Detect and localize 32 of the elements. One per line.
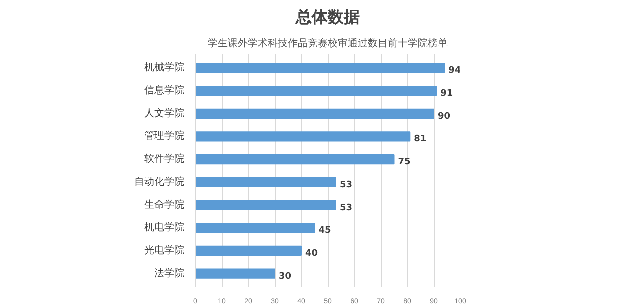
data-label: 81 [414, 134, 427, 145]
bar [196, 86, 438, 96]
data-label: 30 [279, 272, 292, 282]
y-tick-label: 信息学院 [144, 84, 184, 97]
bar [196, 177, 336, 188]
chart-title: 总体数据 [295, 8, 360, 26]
data-label: 75 [398, 158, 411, 168]
data-label: 40 [306, 248, 318, 259]
y-tick-label: 法学院 [154, 267, 184, 280]
y-tick-label: 光电学院 [144, 244, 184, 256]
y-tick-label: 管理学院 [144, 130, 184, 142]
bar [196, 246, 302, 256]
y-tick-label: 机械学院 [144, 62, 184, 74]
data-label: 90 [438, 112, 451, 122]
y-tick-label: 生命学院 [144, 198, 184, 211]
data-label: 91 [440, 89, 454, 100]
data-label: 53 [340, 180, 352, 190]
bar [196, 154, 395, 165]
data-label: 45 [318, 226, 332, 236]
chart-subtitle: 学生课外学术科技作品竞赛校审通过数目前十学院榜单 [208, 38, 448, 50]
bar [196, 63, 446, 74]
y-tick-label: 自动化学院 [134, 176, 184, 188]
bar [196, 200, 336, 210]
bar [196, 268, 276, 279]
bar [196, 223, 316, 234]
y-tick-label: 机电学院 [144, 222, 184, 234]
y-tick-label: 软件学院 [144, 153, 184, 166]
bar [196, 108, 434, 119]
data-label: 94 [448, 66, 462, 76]
data-label: 53 [340, 203, 352, 214]
y-tick-label: 人文学院 [144, 107, 184, 120]
bar [196, 132, 411, 142]
